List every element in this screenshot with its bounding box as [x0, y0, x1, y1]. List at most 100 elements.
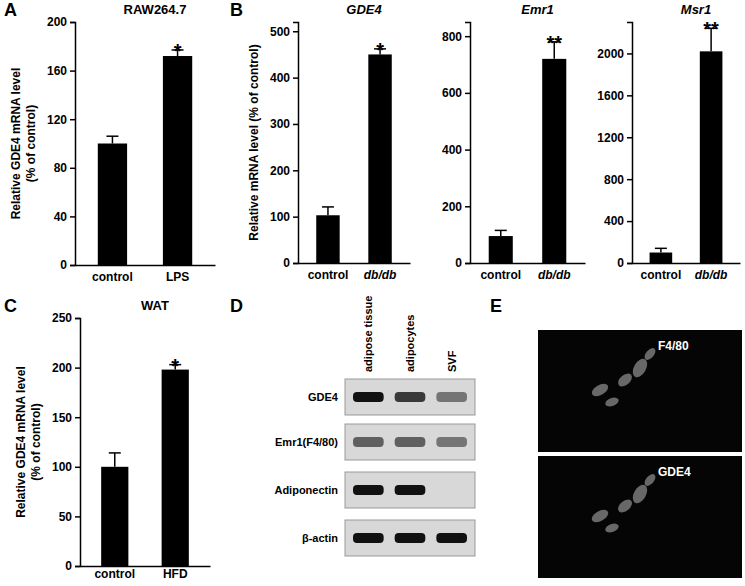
- chart-title: RAW264.7: [124, 2, 187, 17]
- y-tick-mark: [627, 263, 632, 265]
- bar: [368, 54, 391, 263]
- error-bar: [322, 207, 334, 215]
- y-tick-mark: [75, 367, 80, 369]
- x-axis: controlLPS: [76, 265, 216, 284]
- x-axis-line: [76, 265, 216, 267]
- y-tick: 1600: [597, 89, 632, 103]
- micrograph: [538, 330, 742, 452]
- y-axis: 050100150200250: [52, 311, 81, 573]
- chart-title: WAT: [141, 298, 169, 313]
- cell: [604, 522, 620, 534]
- y-tick: 40: [54, 210, 75, 224]
- y-tick-mark: [293, 124, 298, 126]
- x-axis: control HFD: [81, 566, 211, 581]
- y-tick-mark: [293, 31, 298, 33]
- x-tick: HFD: [163, 566, 188, 581]
- marks: [101, 365, 189, 566]
- x-axis-line: [471, 263, 586, 265]
- row-label: Emr1(F4/80): [275, 436, 338, 448]
- y-tick: 100: [52, 460, 80, 474]
- x-axis-line: [299, 263, 411, 265]
- y-tick-label: 500: [270, 25, 290, 39]
- lane-label: adipose tissue: [362, 296, 374, 372]
- y-axis-title: (% of control): [24, 105, 38, 182]
- x-axis: control db/db: [633, 263, 741, 282]
- y-axis-line: [75, 319, 81, 567]
- significance: *: [174, 40, 182, 62]
- y-axis: 04080120160200: [47, 15, 76, 272]
- gel-strip: [345, 520, 475, 556]
- y-tick-mark: [75, 566, 80, 568]
- gel-band: [353, 392, 384, 402]
- y-tick: 200: [442, 200, 470, 214]
- bar: [489, 236, 513, 263]
- lane-label: SVF: [446, 350, 458, 372]
- panel-chart: *0100200300400500controldb/dbGDE4Relativ…: [230, 0, 411, 282]
- y-tick: 250: [52, 311, 80, 325]
- x-tick-label: control: [94, 567, 135, 581]
- error-cap: [109, 452, 121, 454]
- panel-letter: E: [490, 296, 502, 316]
- panel-letter: C: [4, 296, 17, 316]
- y-tick: 50: [59, 510, 80, 524]
- y-tick: 200: [52, 361, 80, 375]
- significance: *: [376, 39, 384, 61]
- row-label: GDE4: [308, 391, 339, 403]
- error-stem: [112, 136, 114, 143]
- y-tick-label: 120: [47, 113, 67, 127]
- y-axis-line: [293, 23, 299, 264]
- error-cap: [106, 135, 118, 137]
- gel-panel: Dadipose tissueadipocytesSVFGDE4Emr1(F4/…: [230, 296, 475, 556]
- error-cap: [495, 230, 507, 232]
- x-tick-label: db/db: [695, 268, 728, 282]
- micrograph-panel: EF4/80GDE4: [490, 296, 742, 578]
- panel-chart: **0200400600800controldb/dbEmr1: [442, 2, 586, 282]
- y-tick-mark: [293, 216, 298, 218]
- cell: [590, 381, 611, 399]
- y-tick-label: 400: [442, 143, 462, 157]
- x-tick: control: [94, 566, 135, 581]
- gel-band: [436, 533, 467, 543]
- y-tick: 100: [270, 210, 298, 224]
- x-tick: control: [641, 263, 682, 282]
- y-tick-mark: [70, 22, 75, 24]
- row-label: Adiponectin: [274, 484, 338, 496]
- y-tick-label: 200: [270, 164, 290, 178]
- gel-band: [436, 392, 467, 402]
- y-tick-label: 200: [47, 15, 67, 29]
- x-tick-label: control: [641, 268, 682, 282]
- x-tick: db/db: [538, 263, 571, 282]
- y-tick: 500: [270, 25, 298, 39]
- x-axis: controldb/db: [471, 263, 586, 282]
- y-tick-label: 800: [442, 30, 462, 44]
- y-tick: 0: [455, 256, 470, 270]
- gel-band: [395, 485, 426, 495]
- panel-letter: D: [230, 296, 243, 316]
- x-tick: control: [308, 263, 349, 282]
- cell: [642, 346, 657, 362]
- chart-title: Emr1: [521, 2, 554, 17]
- y-tick-mark: [465, 263, 470, 265]
- y-tick-mark: [627, 95, 632, 97]
- row-label: β-actin: [302, 532, 338, 544]
- x-tick-label: LPS: [166, 270, 189, 284]
- error-bar: [109, 453, 121, 467]
- panel-chart: **0400800120016002000controldb/dbMsr1: [597, 2, 740, 282]
- cell: [616, 497, 635, 515]
- gel-band: [436, 437, 467, 447]
- panel-chart: *04080120160200controlLPSRAW264.7Relativ…: [4, 0, 216, 284]
- bar: [162, 370, 189, 566]
- cell: [642, 472, 657, 488]
- significance: *: [171, 355, 179, 377]
- significance: **: [703, 18, 719, 40]
- x-tick-label: control: [308, 268, 349, 282]
- y-tick-mark: [70, 119, 75, 121]
- error-stem: [327, 207, 329, 215]
- y-tick-label: 1200: [597, 131, 624, 145]
- y-tick-mark: [70, 70, 75, 72]
- y-tick-mark: [293, 77, 298, 79]
- gel-strip: [345, 472, 475, 508]
- y-tick-label: 200: [52, 361, 72, 375]
- micrograph: [538, 456, 742, 578]
- y-tick: 1200: [597, 131, 632, 145]
